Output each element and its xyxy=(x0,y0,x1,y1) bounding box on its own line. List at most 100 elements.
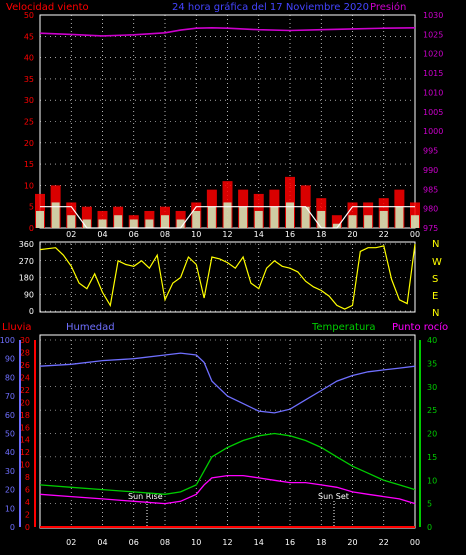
compass-label-n-bottom: N xyxy=(432,308,439,319)
wind-y-tick-30: 30 xyxy=(24,96,34,105)
wind-avg-bar xyxy=(348,215,357,228)
chart-marks-group: 0510152025303540455097598098599099510001… xyxy=(0,11,443,547)
wind-avg-bar xyxy=(161,215,169,228)
rain-y-tick-2: 2 xyxy=(25,511,30,520)
wind-avg-bar xyxy=(239,206,248,228)
pressure-y-tick-1005: 1005 xyxy=(423,108,443,117)
rain-y-tick-18: 18 xyxy=(20,411,30,420)
temperature-y-tick-5: 5 xyxy=(427,500,432,509)
compass-label-w: W xyxy=(432,257,442,268)
temp-x-tick-14: 14 xyxy=(254,538,264,547)
compass-label-s: S xyxy=(432,274,438,285)
pressure-y-tick-995: 995 xyxy=(423,147,438,156)
wind-avg-bar xyxy=(176,219,185,228)
dewpoint-title: Punto rocío xyxy=(392,321,448,333)
rain-y-tick-0: 0 xyxy=(25,523,30,532)
wind-avg-bar xyxy=(395,206,404,228)
wind-avg-bar xyxy=(301,206,310,228)
rain-y-tick-22: 22 xyxy=(20,386,30,395)
temp-x-tick-04: 04 xyxy=(97,538,107,547)
pressure-y-tick-1000: 1000 xyxy=(423,127,443,136)
sunrise-label: Sun Rise xyxy=(128,492,163,501)
wind-avg-bar xyxy=(82,219,91,228)
wind-y-tick-35: 35 xyxy=(24,75,34,84)
rain-title: Lluvia xyxy=(2,322,32,333)
wind-x-tick-00: 00 xyxy=(410,230,420,239)
rain-y-tick-20: 20 xyxy=(20,398,30,407)
compass-label-e: E xyxy=(432,291,438,302)
temperature-y-tick-40: 40 xyxy=(427,336,437,345)
chart-date-title: 24 hora gráfica del 17 Noviembre 2020 xyxy=(172,1,369,13)
wind-avg-bar xyxy=(129,219,138,228)
rain-y-tick-26: 26 xyxy=(20,361,30,370)
wind-speed-title: Velocidad viento xyxy=(6,2,89,13)
wind-avg-bar xyxy=(98,219,107,228)
wind-x-tick-02: 02 xyxy=(66,230,76,239)
wind-y-tick-50: 50 xyxy=(24,11,34,20)
wind-gust-bar xyxy=(331,215,342,228)
pressure-y-tick-980: 980 xyxy=(423,205,438,214)
temp-x-tick-16: 16 xyxy=(285,538,295,547)
wind-avg-bar xyxy=(286,202,294,228)
humidity-y-tick-60: 60 xyxy=(5,411,15,420)
temp-x-tick-18: 18 xyxy=(316,538,326,547)
rain-y-tick-30: 30 xyxy=(20,336,30,345)
dewpoint-line xyxy=(39,474,416,505)
wind-direction-line xyxy=(39,243,416,310)
wind-x-tick-04: 04 xyxy=(97,230,107,239)
wind-y-tick-10: 10 xyxy=(24,181,34,190)
rain-y-tick-6: 6 xyxy=(25,486,30,495)
wind-x-tick-10: 10 xyxy=(191,230,201,239)
temperature-y-tick-35: 35 xyxy=(427,359,437,368)
temp-x-tick-08: 08 xyxy=(160,538,170,547)
pressure-y-tick-1020: 1020 xyxy=(423,50,443,59)
wind-avg-bar xyxy=(270,206,279,228)
temp-x-tick-20: 20 xyxy=(347,538,357,547)
rain-y-tick-14: 14 xyxy=(20,436,30,445)
direction-y-tick-180: 180 xyxy=(19,274,34,283)
wind-avg-bar xyxy=(207,206,216,228)
wind-avg-bar xyxy=(379,210,388,228)
direction-y-tick-360: 360 xyxy=(19,240,34,249)
temperature-y-tick-25: 25 xyxy=(427,406,437,415)
temperature-y-tick-20: 20 xyxy=(427,430,437,439)
compass-label-n-top: N xyxy=(432,239,439,250)
pressure-y-tick-985: 985 xyxy=(423,185,438,194)
wind-avg-bar xyxy=(36,210,44,228)
temperature-y-tick-30: 30 xyxy=(427,383,437,392)
wind-x-tick-16: 16 xyxy=(285,230,295,239)
wind-y-tick-45: 45 xyxy=(24,32,34,41)
pressure-y-tick-975: 975 xyxy=(423,224,438,233)
temp-x-tick-12: 12 xyxy=(222,538,232,547)
wind-avg-bar xyxy=(145,219,154,228)
pressure-y-tick-1015: 1015 xyxy=(423,69,443,78)
wind-avg-bar xyxy=(254,210,263,228)
humidity-y-tick-20: 20 xyxy=(5,486,15,495)
wind-y-tick-15: 15 xyxy=(24,160,34,169)
wind-avg-bar xyxy=(114,215,123,228)
pressure-title: Presión xyxy=(370,1,406,13)
wind-x-tick-08: 08 xyxy=(160,230,170,239)
temperature-y-tick-15: 15 xyxy=(427,453,437,462)
temp-x-tick-06: 06 xyxy=(129,538,139,547)
wind-x-tick-22: 22 xyxy=(379,230,389,239)
rain-y-tick-4: 4 xyxy=(25,498,30,507)
wind-x-tick-06: 06 xyxy=(129,230,139,239)
temp-x-tick-22: 22 xyxy=(379,538,389,547)
humidity-title: Humedad xyxy=(66,322,115,333)
rain-y-tick-24: 24 xyxy=(20,373,30,382)
humidity-y-tick-10: 10 xyxy=(5,504,15,513)
wind-avg-bar xyxy=(223,202,232,228)
wind-x-tick-12: 12 xyxy=(222,230,232,239)
pressure-line xyxy=(39,26,416,37)
wind-avg-bar xyxy=(317,210,326,228)
wind-avg-bar xyxy=(332,223,341,228)
wind-y-tick-25: 25 xyxy=(24,118,34,127)
wind-gust-bar xyxy=(81,206,92,228)
humidity-y-tick-50: 50 xyxy=(5,430,15,439)
humidity-y-tick-0: 0 xyxy=(10,523,15,532)
pressure-y-tick-1025: 1025 xyxy=(423,30,443,39)
wind-avg-bar xyxy=(67,215,76,228)
